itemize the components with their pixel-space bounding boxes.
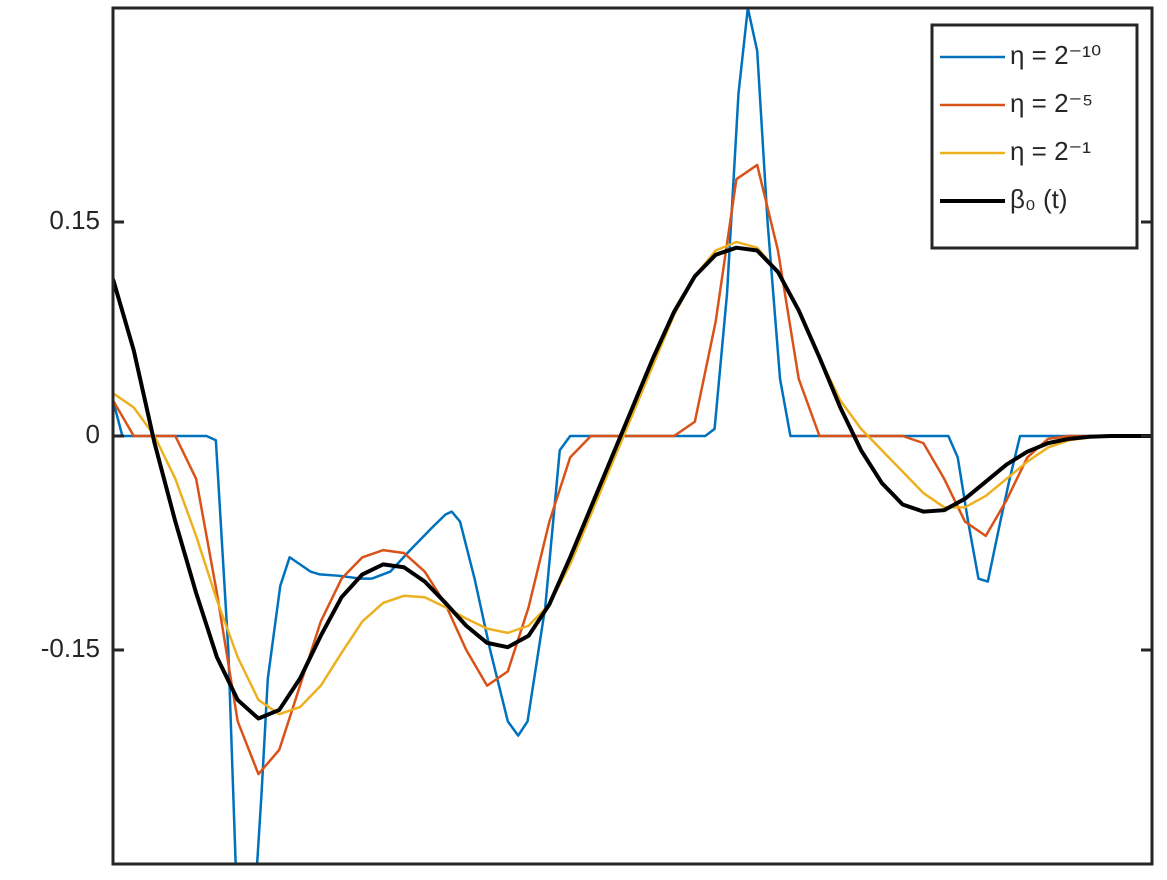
- legend: η = 2⁻¹⁰ η = 2⁻⁵ η = 2⁻¹ β₀ (t): [930, 23, 1139, 250]
- series-line: [113, 8, 1152, 864]
- series-line: [113, 163, 1152, 776]
- legend-label: η = 2⁻¹: [1010, 136, 1091, 166]
- legend-label: η = 2⁻⁵: [1010, 88, 1093, 118]
- y-tick-label: 0: [86, 419, 100, 449]
- plot-area: [113, 8, 1152, 864]
- legend-frame: [930, 23, 1139, 250]
- y-tick-label: -0.15: [41, 633, 100, 663]
- series-line: [113, 245, 1152, 721]
- legend-label: β₀ (t): [1010, 184, 1068, 214]
- y-tick-label: 0.15: [49, 205, 100, 235]
- legend-label: η = 2⁻¹⁰: [1010, 40, 1101, 70]
- series-line: [113, 240, 1152, 716]
